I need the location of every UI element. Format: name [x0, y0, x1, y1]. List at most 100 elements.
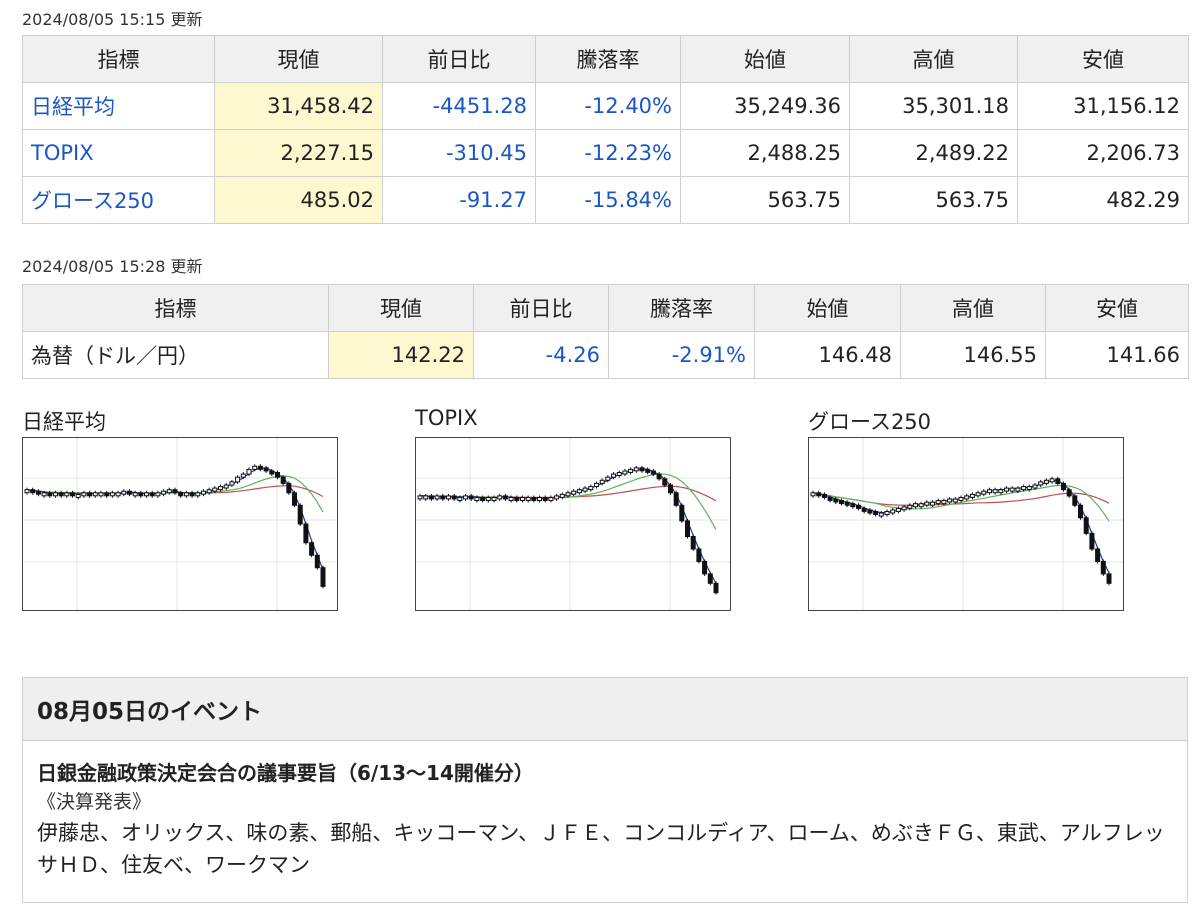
candle — [673, 492, 679, 506]
candle — [480, 497, 486, 501]
candle — [565, 492, 571, 497]
header-high: 高値 — [849, 35, 1018, 83]
candle — [1078, 504, 1083, 519]
candle — [633, 467, 639, 472]
header-indicator: 指標 — [22, 284, 329, 332]
candle — [446, 495, 451, 500]
index-link-topix[interactable]: TOPIX — [31, 141, 94, 165]
candle — [1004, 487, 1009, 492]
candle — [263, 467, 269, 472]
candle — [229, 481, 235, 486]
candle — [115, 492, 121, 497]
candle — [850, 503, 856, 508]
candle — [1055, 478, 1061, 484]
event-panel: 08月05日のイベント 日銀金融政策決定会合の議事要旨（6/13～14開催分） … — [22, 677, 1188, 903]
candle — [246, 468, 252, 475]
candle — [292, 492, 297, 506]
pct-cell: -12.40% — [535, 82, 681, 130]
header-open: 始値 — [680, 35, 850, 83]
candle — [240, 473, 246, 478]
candle — [594, 482, 599, 488]
header-low: 安値 — [1017, 35, 1189, 83]
candle — [485, 497, 491, 501]
high-cell: 2,489.22 — [849, 129, 1018, 177]
header-change: 前日比 — [473, 284, 609, 332]
index-link-growth250[interactable]: グロース250 — [31, 189, 155, 213]
table-row: 為替（ドル／円） 142.22 -4.26 -2.91% 146.48 146.… — [22, 331, 1189, 379]
candle — [451, 495, 457, 500]
candle — [810, 492, 816, 497]
chart-nikkei[interactable] — [22, 437, 338, 611]
candle — [474, 497, 480, 501]
index-link-nikkei[interactable]: 日経平均 — [31, 95, 115, 119]
header-pct: 騰落率 — [608, 284, 755, 332]
fx-name-cell: 為替（ドル／円） — [22, 331, 329, 379]
candle — [531, 497, 537, 501]
candle — [457, 497, 463, 501]
chart-topix[interactable] — [415, 437, 731, 611]
candle — [423, 495, 429, 500]
index-name-cell: 日経平均 — [22, 82, 215, 130]
candle — [24, 489, 30, 494]
event-header: 08月05日のイベント — [23, 678, 1187, 741]
candle — [218, 486, 223, 491]
candle — [639, 467, 645, 472]
candle — [1083, 517, 1089, 534]
candle — [645, 468, 651, 473]
candle — [109, 492, 115, 497]
candle — [520, 497, 525, 501]
chart-growth250[interactable] — [808, 437, 1124, 611]
candle — [576, 489, 582, 494]
candle — [844, 501, 850, 506]
candle — [1038, 481, 1044, 486]
candle — [702, 560, 708, 575]
candle — [35, 490, 41, 495]
candle — [53, 492, 58, 497]
open-cell: 563.75 — [680, 176, 850, 224]
candle — [75, 493, 81, 498]
candle — [189, 492, 195, 497]
price-cell: 2,227.15 — [214, 129, 383, 177]
candle — [964, 495, 970, 500]
header-open: 始値 — [754, 284, 901, 332]
header-price: 現値 — [214, 35, 383, 83]
pct-cell: -12.23% — [535, 129, 681, 177]
candle — [559, 493, 565, 498]
chart-title-topix: TOPIX — [415, 406, 478, 430]
candle — [1089, 532, 1095, 550]
candle — [650, 470, 656, 475]
candle — [30, 489, 36, 494]
indices-table: 指標 現値 前日比 騰落率 始値 高値 安値 日経平均 31,458.42 -4… — [22, 35, 1189, 224]
candle — [895, 507, 901, 512]
candle — [707, 573, 713, 584]
candle — [87, 492, 93, 497]
candle — [286, 482, 292, 494]
candle — [1072, 495, 1078, 506]
candle — [491, 497, 497, 501]
candle — [827, 497, 833, 501]
candle — [502, 495, 508, 500]
candle — [821, 493, 827, 499]
ma-fast-line — [812, 479, 1110, 574]
change-cell: -4.26 — [473, 331, 609, 379]
candle — [172, 489, 178, 494]
candle — [690, 536, 696, 550]
change-cell: -310.45 — [382, 129, 536, 177]
candle — [616, 472, 622, 476]
low-cell: 482.29 — [1017, 176, 1189, 224]
candle — [70, 492, 75, 497]
candle — [201, 490, 206, 495]
ma-fast-line — [26, 467, 324, 571]
candle — [428, 495, 434, 500]
table-row: TOPIX 2,227.15 -310.45 -12.23% 2,488.25 … — [22, 129, 1189, 177]
table-row: グロース250 485.02 -91.27 -15.84% 563.75 563… — [22, 176, 1189, 224]
candle — [514, 497, 520, 501]
open-cell: 146.48 — [754, 331, 901, 379]
candle — [696, 548, 702, 562]
candle — [941, 500, 947, 505]
candle — [525, 497, 531, 501]
header-high: 高値 — [900, 284, 1046, 332]
candle — [303, 523, 309, 544]
candle — [662, 478, 668, 486]
table-header-row: 指標 現値 前日比 騰落率 始値 高値 安値 — [22, 35, 1189, 83]
